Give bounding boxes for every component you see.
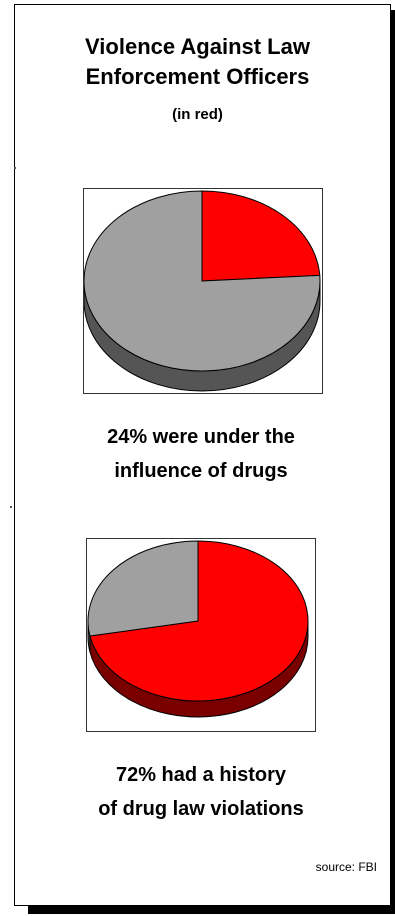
pie-2-caption: 72% had a history of drug law violations — [0, 758, 395, 826]
infographic-panel — [14, 4, 391, 906]
panel-shadow-right — [390, 10, 395, 914]
pie-2-caption-line1: 72% had a history — [115, 764, 287, 786]
pie-1-caption-line1: 24% were under the — [107, 426, 295, 448]
pie-1-slice-0 — [201, 190, 321, 282]
pie-2-slice-0 — [89, 540, 309, 702]
pie-chart-drug-history — [86, 538, 316, 732]
pie-chart-2-svg — [87, 540, 309, 718]
scan-speck — [14, 167, 16, 169]
pie-1-caption-line2: influence of drugs — [114, 460, 288, 482]
pie-1-slice-1 — [84, 190, 321, 372]
chart-title-line1: Violence Against Law — [85, 34, 310, 59]
pie-1-caption: 24% were under the influence of drugs — [0, 420, 395, 488]
chart-title-line2: Enforcement Officers — [85, 64, 310, 89]
pie-2-slice-1 — [87, 540, 199, 637]
source-note: source: FBI — [315, 860, 377, 874]
pie-chart-1-svg — [84, 190, 321, 392]
panel-shadow-bottom — [28, 906, 395, 914]
pie-2-caption-line2: of drug law violations — [98, 798, 304, 820]
scan-speck — [10, 506, 12, 508]
chart-subtitle: (in red) — [172, 106, 223, 123]
pie-chart-drug-influence — [83, 188, 323, 394]
